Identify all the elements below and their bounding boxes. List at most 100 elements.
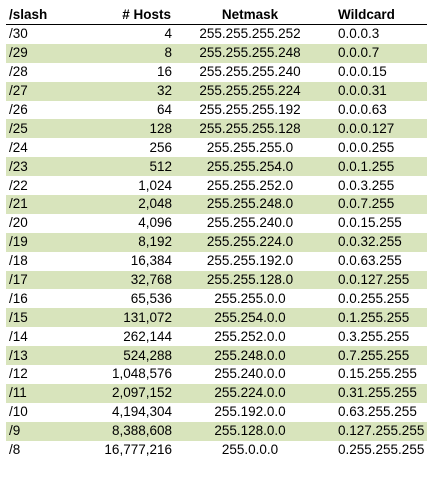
cell-wildcard: 0.1.255.255 (326, 308, 428, 328)
cell-slash: /28 (6, 62, 77, 82)
cell-wildcard: 0.63.255.255 (326, 402, 428, 422)
cell-hosts: 262,144 (77, 327, 174, 347)
cell-wildcard: 0.7.255.255 (326, 346, 428, 366)
cell-netmask: 255.128.0.0 (174, 421, 326, 441)
cell-wildcard: 0.0.1.255 (326, 157, 428, 177)
cell-wildcard: 0.0.0.3 (326, 24, 428, 44)
table-row: /25 128 255.255.255.128 0.0.0.127 (6, 119, 428, 139)
cell-hosts: 1,024 (77, 176, 174, 196)
cell-slash: /13 (6, 346, 77, 366)
cell-hosts: 8 (77, 43, 174, 63)
cell-wildcard: 0.0.255.255 (326, 289, 428, 309)
cell-hosts: 16 (77, 62, 174, 82)
cell-netmask: 255.255.255.192 (174, 100, 326, 120)
cell-netmask: 255.255.0.0 (174, 289, 326, 309)
cell-netmask: 255.224.0.0 (174, 383, 326, 403)
table-row: /22 1,024 255.255.252.0 0.0.3.255 (6, 176, 428, 196)
table-row: /16 65,536 255.255.0.0 0.0.255.255 (6, 289, 428, 309)
cell-slash: /29 (6, 43, 77, 63)
table-row: /17 32,768 255.255.128.0 0.0.127.255 (6, 270, 428, 290)
cell-slash: /8 (6, 440, 77, 460)
table-row: /12 1,048,576 255.240.0.0 0.15.255.255 (6, 365, 428, 384)
cell-wildcard: 0.0.127.255 (326, 270, 428, 290)
cell-wildcard: 0.127.255.255 (326, 421, 428, 441)
cell-slash: /24 (6, 138, 77, 158)
cell-netmask: 255.255.255.240 (174, 62, 326, 82)
subnet-table: /slash # Hosts Netmask Wildcard /30 4 255.… (6, 6, 428, 460)
cell-slash: /12 (6, 365, 77, 384)
cell-hosts: 8,388,608 (77, 421, 174, 441)
cell-wildcard: 0.0.0.15 (326, 62, 428, 82)
cell-netmask: 255.254.0.0 (174, 308, 326, 328)
cell-wildcard: 0.0.0.255 (326, 138, 428, 158)
table-row: /24 256 255.255.255.0 0.0.0.255 (6, 138, 428, 158)
cell-wildcard: 0.31.255.255 (326, 383, 428, 403)
table-row: /20 4,096 255.255.240.0 0.0.15.255 (6, 213, 428, 233)
table-row: /14 262,144 255.252.0.0 0.3.255.255 (6, 327, 428, 347)
table-row: /13 524,288 255.248.0.0 0.7.255.255 (6, 346, 428, 366)
cell-hosts: 2,048 (77, 195, 174, 214)
cell-hosts: 131,072 (77, 308, 174, 328)
cell-slash: /30 (6, 24, 77, 44)
column-header-slash: /slash (6, 6, 77, 25)
cell-netmask: 255.255.240.0 (174, 213, 326, 233)
cell-netmask: 255.255.255.128 (174, 119, 326, 139)
cell-netmask: 255.255.224.0 (174, 232, 326, 252)
cell-wildcard: 0.0.7.255 (326, 195, 428, 214)
cell-netmask: 255.255.128.0 (174, 270, 326, 290)
cell-slash: /9 (6, 421, 77, 441)
table-row: /19 8,192 255.255.224.0 0.0.32.255 (6, 232, 428, 252)
table-row: /29 8 255.255.255.248 0.0.0.7 (6, 43, 428, 63)
cell-wildcard: 0.0.0.7 (326, 43, 428, 63)
cell-wildcard: 0.0.15.255 (326, 213, 428, 233)
cell-hosts: 16,384 (77, 251, 174, 271)
column-header-hosts: # Hosts (77, 6, 174, 25)
cell-slash: /16 (6, 289, 77, 309)
cell-wildcard: 0.0.0.63 (326, 100, 428, 120)
column-header-wildcard: Wildcard (326, 6, 428, 25)
cell-hosts: 4 (77, 24, 174, 44)
cell-hosts: 65,536 (77, 289, 174, 309)
cell-netmask: 255.255.255.248 (174, 43, 326, 63)
cell-hosts: 16,777,216 (77, 440, 174, 460)
table-row: /23 512 255.255.254.0 0.0.1.255 (6, 157, 428, 177)
cell-netmask: 255.255.252.0 (174, 176, 326, 196)
cell-slash: /17 (6, 270, 77, 290)
cell-slash: /25 (6, 119, 77, 139)
cell-hosts: 524,288 (77, 346, 174, 366)
table-row: /18 16,384 255.255.192.0 0.0.63.255 (6, 251, 428, 271)
cell-slash: /20 (6, 213, 77, 233)
cell-wildcard: 0.15.255.255 (326, 365, 428, 384)
cell-hosts: 2,097,152 (77, 383, 174, 403)
cell-netmask: 255.255.255.224 (174, 81, 326, 101)
header-row: /slash # Hosts Netmask Wildcard (6, 6, 428, 25)
cell-wildcard: 0.0.0.127 (326, 119, 428, 139)
cell-netmask: 255.255.254.0 (174, 157, 326, 177)
cell-netmask: 255.240.0.0 (174, 365, 326, 384)
table-row: /30 4 255.255.255.252 0.0.0.3 (6, 24, 428, 44)
cell-slash: /10 (6, 402, 77, 422)
table-row: /28 16 255.255.255.240 0.0.0.15 (6, 62, 428, 82)
cell-hosts: 1,048,576 (77, 365, 174, 384)
cell-wildcard: 0.0.0.31 (326, 81, 428, 101)
cell-netmask: 255.255.192.0 (174, 251, 326, 271)
cell-hosts: 4,194,304 (77, 402, 174, 422)
cell-netmask: 255.255.248.0 (174, 195, 326, 214)
table-row: /10 4,194,304 255.192.0.0 0.63.255.255 (6, 402, 428, 422)
cell-wildcard: 0.255.255.255 (326, 440, 428, 460)
cell-slash: /22 (6, 176, 77, 196)
cell-netmask: 255.255.255.0 (174, 138, 326, 158)
cell-hosts: 128 (77, 119, 174, 139)
cell-hosts: 8,192 (77, 232, 174, 252)
cell-hosts: 32 (77, 81, 174, 101)
table-row: /27 32 255.255.255.224 0.0.0.31 (6, 81, 428, 101)
column-header-netmask: Netmask (174, 6, 326, 25)
cell-wildcard: 0.0.63.255 (326, 251, 428, 271)
cell-slash: /18 (6, 251, 77, 271)
cell-hosts: 256 (77, 138, 174, 158)
cell-slash: /19 (6, 232, 77, 252)
cell-wildcard: 0.3.255.255 (326, 327, 428, 347)
cell-netmask: 255.248.0.0 (174, 346, 326, 366)
cell-netmask: 255.0.0.0 (174, 440, 326, 460)
cell-slash: /27 (6, 81, 77, 101)
